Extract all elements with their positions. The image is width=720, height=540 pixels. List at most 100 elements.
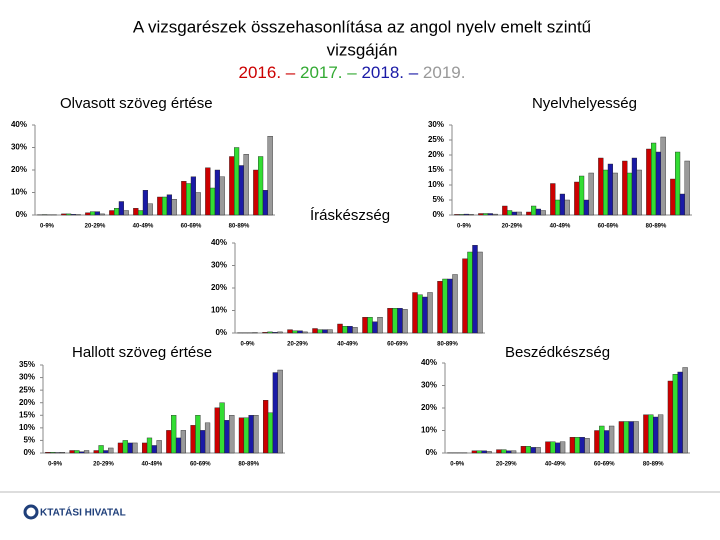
y-tick-label: 0% xyxy=(215,328,227,337)
bar xyxy=(402,309,408,334)
chart-title: Nyelvhelyesség xyxy=(532,95,637,112)
bar xyxy=(651,142,657,216)
y-tick-label: 15% xyxy=(428,165,444,174)
bar xyxy=(627,172,633,216)
bar xyxy=(238,417,245,454)
bar xyxy=(506,450,512,454)
x-tick-label: 0-9% xyxy=(40,224,55,230)
bar xyxy=(623,421,629,454)
bar xyxy=(502,205,508,216)
bar xyxy=(219,176,225,216)
y-tick-label: 10% xyxy=(211,306,227,315)
bar xyxy=(267,412,274,454)
y-tick-label: 30% xyxy=(19,373,35,382)
bar xyxy=(372,321,378,334)
bar xyxy=(437,281,443,334)
bar xyxy=(579,437,585,454)
y-tick-label: 30% xyxy=(11,143,27,152)
bar xyxy=(137,210,144,216)
bar xyxy=(312,328,318,334)
bar xyxy=(54,452,61,454)
chart-title: Beszédkészség xyxy=(505,344,610,361)
bar xyxy=(679,193,686,216)
y-tick-label: 5% xyxy=(23,436,35,445)
bar xyxy=(209,187,216,216)
bar xyxy=(507,210,513,216)
y-tick-label: 35% xyxy=(19,360,35,369)
bar xyxy=(392,308,398,334)
bar xyxy=(588,172,594,216)
bar xyxy=(487,213,494,216)
bar xyxy=(342,326,348,334)
bar xyxy=(302,331,308,334)
bar xyxy=(598,157,604,216)
bar xyxy=(219,402,225,454)
y-tick-label: 30% xyxy=(421,381,437,390)
bar xyxy=(452,274,458,334)
y-tick-label: 25% xyxy=(428,135,444,144)
bar xyxy=(297,330,303,334)
y-tick-label: 10% xyxy=(11,188,27,197)
bar xyxy=(127,442,133,454)
bar xyxy=(347,326,353,334)
y-tick-label: 20% xyxy=(19,398,35,407)
bar xyxy=(459,214,465,216)
bar xyxy=(660,136,666,216)
bar xyxy=(322,329,328,334)
bar xyxy=(417,294,423,334)
bar xyxy=(447,278,453,334)
bar xyxy=(583,199,590,216)
bar xyxy=(229,156,235,216)
bar xyxy=(510,450,517,454)
bar xyxy=(667,380,674,454)
bar xyxy=(166,430,172,454)
bar xyxy=(200,430,206,454)
x-tick-label: 80-89% xyxy=(437,342,458,348)
bar xyxy=(253,169,259,216)
bar xyxy=(277,331,283,334)
bar xyxy=(579,175,585,216)
bar xyxy=(477,251,483,334)
bar xyxy=(633,421,639,454)
y-tick-label: 10% xyxy=(428,180,444,189)
bar xyxy=(442,278,448,334)
bar xyxy=(412,292,418,334)
bar xyxy=(463,213,470,216)
bar xyxy=(272,372,278,454)
y-tick-label: 20% xyxy=(211,283,227,292)
bar xyxy=(574,181,580,216)
x-tick-label: 60-69% xyxy=(387,342,408,348)
bar xyxy=(604,430,610,454)
x-tick-label: 80-89% xyxy=(646,224,667,230)
bar xyxy=(612,172,618,216)
y-tick-label: 25% xyxy=(19,385,35,394)
slide-title-line: vizsgáján xyxy=(327,40,398,59)
bar xyxy=(594,430,600,454)
bar xyxy=(622,160,628,216)
bar xyxy=(292,330,298,334)
bar xyxy=(146,437,153,454)
bar xyxy=(195,192,201,216)
bar xyxy=(648,414,654,454)
bar xyxy=(109,210,115,216)
bar xyxy=(468,214,474,216)
x-tick-label: 0-9% xyxy=(450,462,465,468)
bar xyxy=(248,415,254,454)
bar xyxy=(603,169,609,216)
bar xyxy=(618,421,625,454)
bar xyxy=(147,203,153,216)
bar xyxy=(555,199,561,216)
chart-title: Hallott szöveg értése xyxy=(72,344,212,361)
bar xyxy=(636,169,642,216)
bar xyxy=(550,183,556,216)
bar xyxy=(675,151,681,216)
bar xyxy=(142,442,148,454)
x-tick-label: 60-69% xyxy=(190,462,211,468)
bar xyxy=(166,194,173,216)
chart-title: Íráskészség xyxy=(310,207,390,224)
years: 2016. – 2017. – 2018. – 2019. xyxy=(239,63,466,82)
bar xyxy=(367,317,373,334)
bar xyxy=(535,447,541,454)
bar xyxy=(545,441,551,454)
bar xyxy=(454,214,460,216)
